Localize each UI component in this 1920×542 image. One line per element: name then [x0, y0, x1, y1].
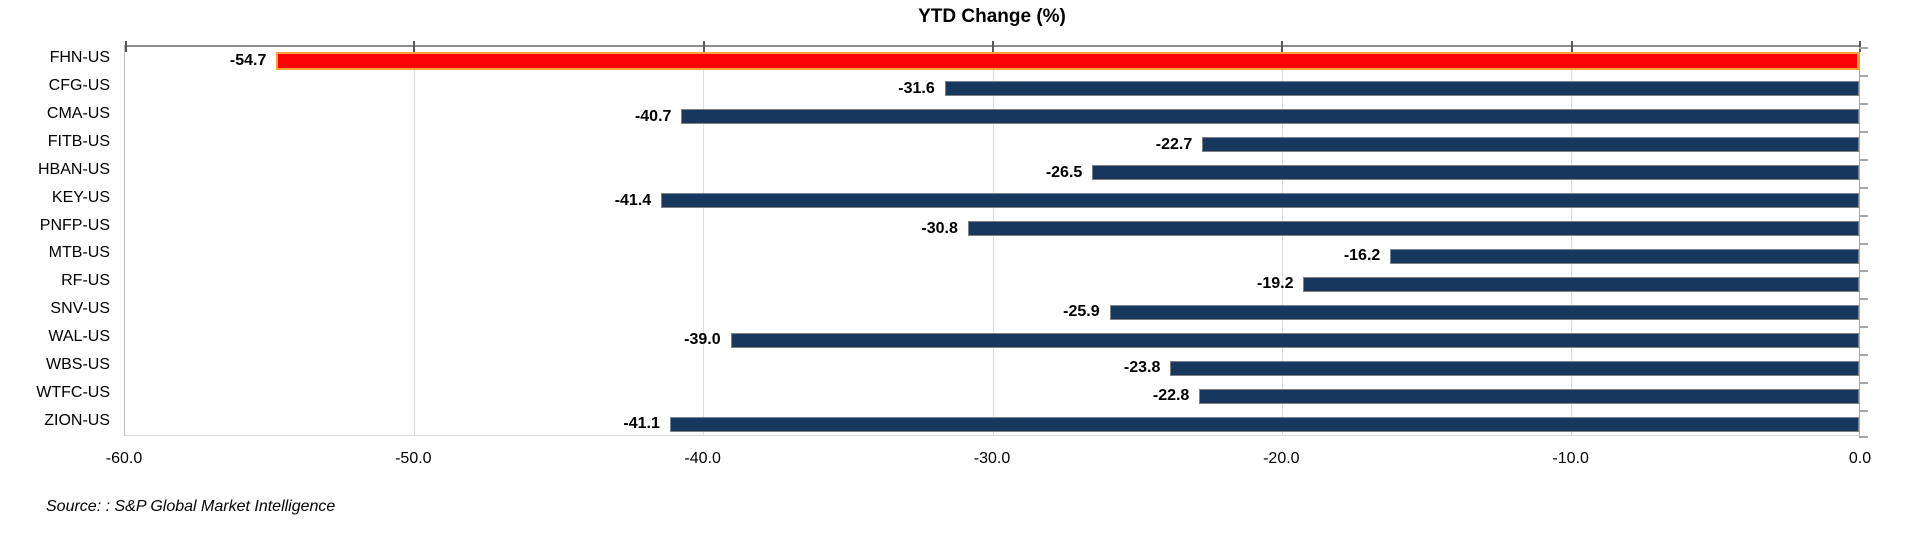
bar-value-label: -54.7: [229, 51, 267, 69]
bar: [1303, 276, 1859, 292]
gridline: [1571, 47, 1573, 435]
bar: [669, 416, 1859, 432]
gridline: [992, 47, 994, 435]
right-axis-tick: [1859, 410, 1868, 413]
right-axis-tick: [1859, 270, 1868, 273]
x-axis-tick-labels: -60.0 -50.0 -40.0 -30.0 -20.0 -10.0 0.0: [0, 450, 1920, 474]
bar: [967, 221, 1859, 237]
x-tick-label: -20.0: [1263, 450, 1300, 467]
top-axis-tick: [125, 41, 127, 52]
right-axis-tick: [1859, 74, 1868, 77]
category-label: PNFP-US: [39, 216, 110, 234]
right-axis-tick: [1859, 102, 1868, 105]
right-axis-tick: [1859, 158, 1868, 161]
right-axis-tick: [1859, 186, 1868, 189]
x-tick-label: -40.0: [684, 450, 721, 467]
plot-area: -54.7 -31.6 -40.7 -22.7 -26.5 -41.4 -30.8 -16.2…: [124, 41, 1868, 438]
category-label: CMA-US: [46, 104, 110, 122]
bar-value-label: -16.2: [1343, 247, 1381, 265]
x-tick-label: 0.0: [1848, 450, 1872, 467]
source-note: Source: : S&P Global Market Intelligence: [46, 498, 336, 515]
category-label: MTB-US: [48, 244, 110, 262]
right-axis-tick: [1859, 47, 1868, 49]
bar-value-label: -26.5: [1045, 163, 1083, 181]
bar: [1170, 360, 1859, 376]
highlight-bar: [276, 51, 1859, 70]
right-axis-tick: [1859, 382, 1868, 385]
top-axis-tick: [1281, 41, 1284, 52]
top-axis-tick: [992, 41, 994, 52]
category-label: WAL-US: [48, 328, 110, 346]
bar: [730, 332, 1859, 348]
category-label: CFG-US: [48, 76, 110, 94]
x-tick-label: -30.0: [973, 450, 1011, 467]
bar-value-label: -39.0: [684, 331, 721, 349]
bar-value-label: -30.8: [921, 219, 958, 237]
bar-value-label: -40.7: [634, 107, 672, 125]
bar-value-label: -31.6: [898, 79, 935, 97]
bar: [681, 109, 1859, 125]
bar: [1109, 304, 1859, 320]
y-axis-category-labels: FHN-US CFG-US CMA-US FITB-US HBAN-US KEY-US PN…: [0, 45, 110, 436]
top-axis-tick: [1570, 41, 1573, 52]
category-label: FHN-US: [49, 48, 110, 66]
bar: [1202, 137, 1859, 153]
category-label: ZION-US: [44, 412, 110, 430]
category-label: FITB-US: [47, 132, 110, 150]
bar: [1092, 165, 1859, 181]
bar-value-label: -19.2: [1257, 275, 1294, 293]
bar-value-label: -22.8: [1152, 387, 1190, 405]
x-tick-label: -50.0: [395, 450, 432, 467]
bar: [1390, 248, 1859, 264]
top-axis-tick: [702, 41, 705, 52]
category-label: HBAN-US: [37, 160, 110, 178]
x-tick-label: -10.0: [1552, 450, 1589, 467]
bar: [661, 193, 1859, 209]
bar: [1199, 388, 1859, 404]
category-label: WTFC-US: [36, 384, 110, 402]
category-label: KEY-US: [51, 188, 110, 206]
bar-value-label: -41.4: [614, 191, 652, 209]
right-axis-tick: [1859, 436, 1868, 438]
right-axis-tick: [1859, 130, 1868, 133]
right-axis-tick: [1859, 326, 1868, 329]
right-axis-tick: [1859, 298, 1868, 301]
right-axis-tick: [1859, 242, 1868, 245]
bar-value-label: -25.9: [1063, 303, 1100, 321]
category-label: WBS-US: [46, 356, 110, 374]
right-axis-tick: [1859, 354, 1868, 357]
bar: [944, 81, 1859, 97]
category-label: SNV-US: [50, 300, 110, 318]
top-axis-tick: [1859, 41, 1861, 52]
x-tick-label: -60.0: [105, 450, 143, 467]
chart-title: YTD Change (%): [918, 6, 1066, 27]
bar-value-label: -23.8: [1123, 359, 1161, 377]
right-axis-tick: [1859, 214, 1868, 217]
top-axis-tick: [413, 41, 416, 52]
bar-value-label: -22.7: [1155, 135, 1193, 153]
gridline: [1281, 47, 1283, 435]
bar-value-label: -41.1: [623, 415, 660, 433]
gridline: [703, 47, 705, 435]
gridline: [413, 47, 415, 435]
category-label: RF-US: [61, 272, 110, 290]
